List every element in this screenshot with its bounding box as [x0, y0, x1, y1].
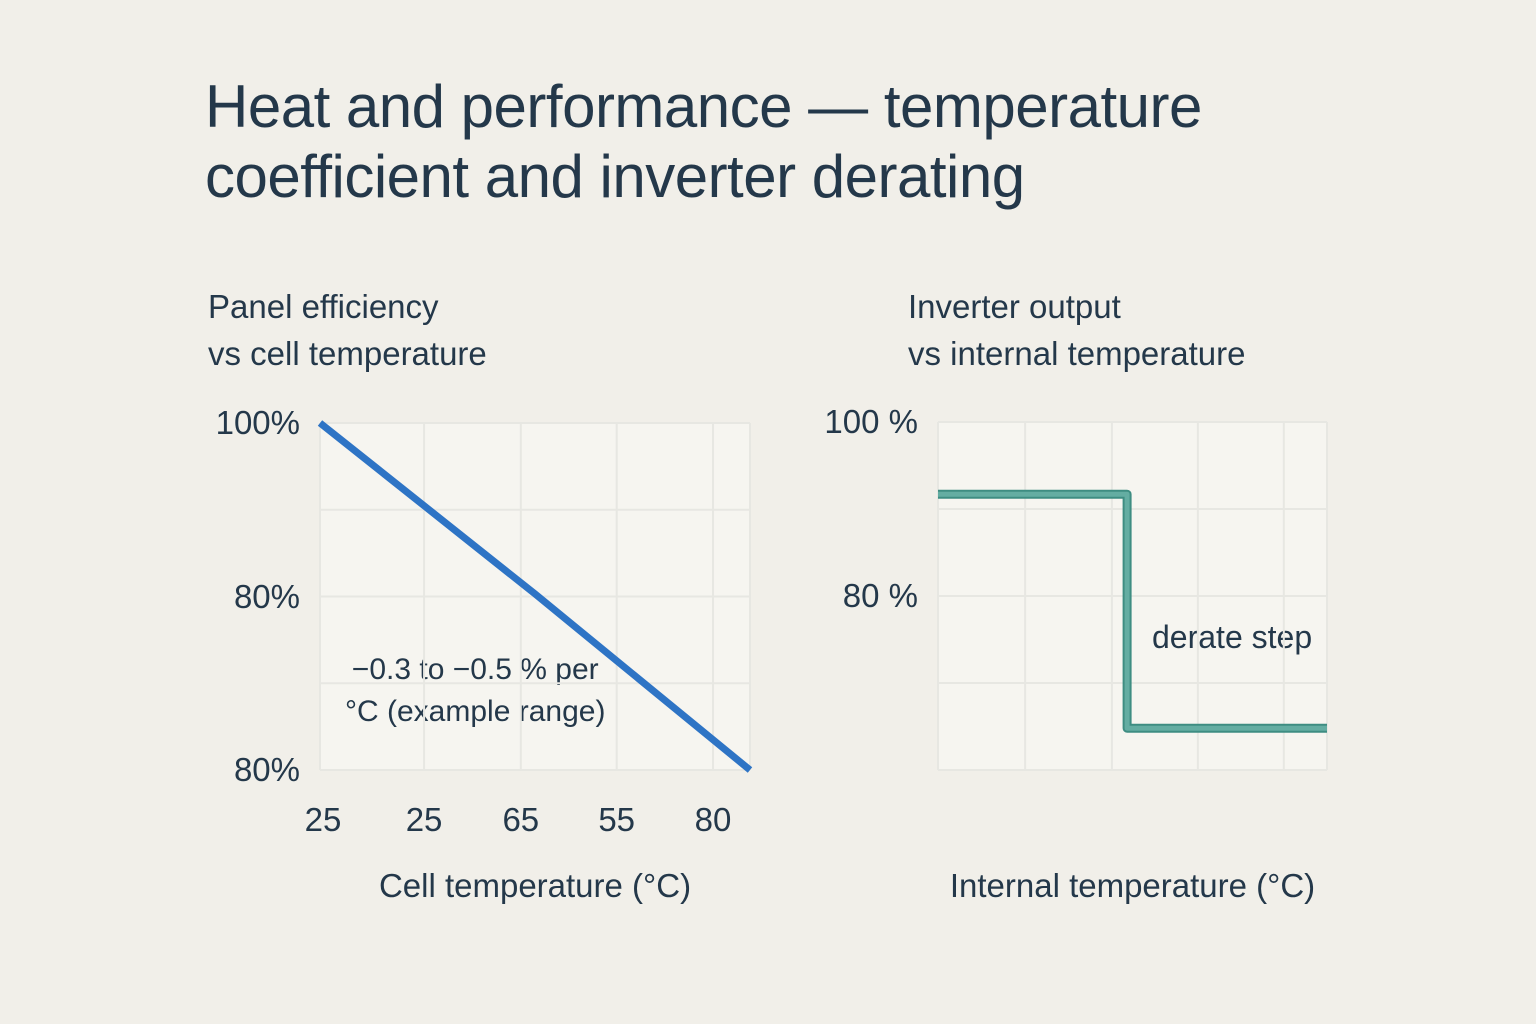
x-tick-label: 25	[304, 801, 342, 838]
right-chart-title-line-1: Inverter output	[908, 288, 1121, 325]
x-tick-label: 80	[694, 801, 732, 838]
y-tick-label: 100%	[215, 404, 300, 441]
inverter-output-line	[938, 491, 1327, 731]
inverter-output-vs-internal-temperature-canvas	[937, 421, 1328, 771]
left-chart-x-axis-label: Cell temperature (°C)	[378, 867, 692, 904]
page-title-line-2: coefficient and inverter derating	[205, 143, 1025, 210]
derate-step-annotation: derate step	[1152, 619, 1313, 655]
panel-efficiency-line	[317, 420, 753, 773]
inverter-output-plot: derate step Internal temperature (°C) 10…	[824, 403, 1328, 904]
y-tick-label: 100 %	[824, 403, 918, 440]
y-tick-label: 80%	[233, 751, 300, 788]
temperature-coefficient-annotation: −0.3 to −0.5 % per °C (example range)	[345, 649, 605, 733]
panel-efficiency-plot: −0.3 to −0.5 % per °C (example range) Cel…	[216, 404, 753, 904]
page-title-line-1: Heat and performance — temperature	[205, 73, 1202, 140]
x-tick-label: 25	[405, 801, 443, 838]
inverter-output-line	[938, 489, 1327, 733]
annotation-line-2: °C (example range)	[345, 695, 606, 728]
left-chart-title-line-2: vs cell temperature	[208, 335, 487, 372]
right-chart-title: Inverter output vs internal temperature	[908, 283, 1246, 377]
annotation-line-1: −0.3 to −0.5 % per	[351, 653, 599, 686]
left-chart-title: Panel efficiency vs cell temperature	[208, 283, 487, 377]
page-title: Heat and performance — temperature coeffi…	[205, 72, 1202, 212]
right-chart-x-axis-label: Internal temperature (°C)	[949, 867, 1316, 904]
right-chart-title-line-2: vs internal temperature	[908, 335, 1246, 372]
x-tick-label: 55	[598, 801, 636, 838]
x-tick-label: 65	[502, 801, 540, 838]
panel-efficiency-vs-cell-temperature-canvas	[317, 420, 753, 773]
y-tick-label: 80%	[233, 577, 300, 615]
y-tick-label: 80 %	[842, 577, 918, 614]
left-chart-title-line-1: Panel efficiency	[208, 288, 439, 325]
